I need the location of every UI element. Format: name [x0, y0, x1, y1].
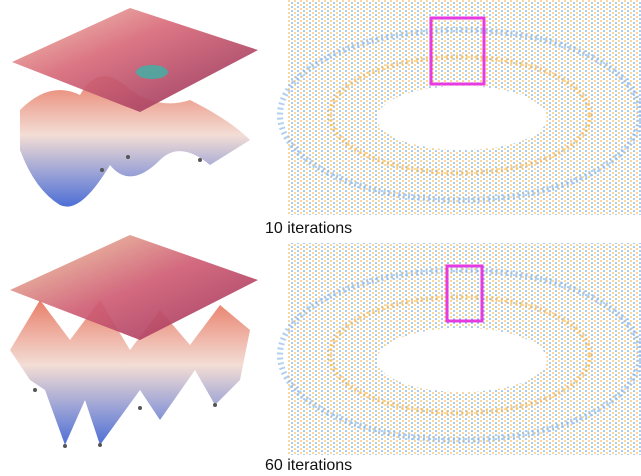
caption: 10 iterations: [265, 220, 352, 237]
surface-plot-bottom: [10, 235, 258, 448]
point-cloud-top: [277, 0, 641, 215]
surface-plot-top: [12, 8, 258, 207]
point-cloud-bottom: [277, 243, 641, 455]
caption: 60 iterations: [265, 457, 352, 474]
